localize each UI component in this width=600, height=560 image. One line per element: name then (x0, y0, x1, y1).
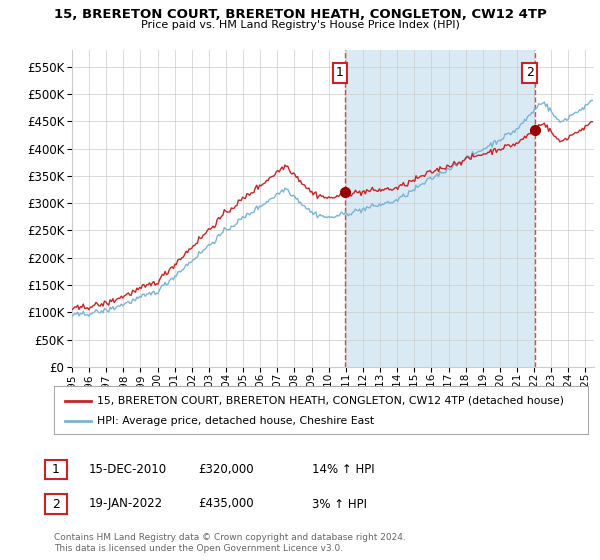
Text: Price paid vs. HM Land Registry's House Price Index (HPI): Price paid vs. HM Land Registry's House … (140, 20, 460, 30)
Text: 15-DEC-2010: 15-DEC-2010 (89, 463, 167, 476)
Text: £320,000: £320,000 (198, 463, 254, 476)
Text: 15, BRERETON COURT, BRERETON HEATH, CONGLETON, CW12 4TP (detached house): 15, BRERETON COURT, BRERETON HEATH, CONG… (97, 396, 564, 405)
Text: Contains HM Land Registry data © Crown copyright and database right 2024.
This d: Contains HM Land Registry data © Crown c… (54, 533, 406, 553)
Text: 1: 1 (52, 463, 60, 476)
Bar (345, 50, 535, 367)
Text: 15, BRERETON COURT, BRERETON HEATH, CONGLETON, CW12 4TP: 15, BRERETON COURT, BRERETON HEATH, CONG… (53, 8, 547, 21)
Text: 1: 1 (336, 66, 344, 79)
Text: 14% ↑ HPI: 14% ↑ HPI (312, 463, 374, 476)
Text: 3% ↑ HPI: 3% ↑ HPI (312, 497, 367, 511)
Text: 2: 2 (526, 66, 533, 79)
Text: 2: 2 (52, 497, 60, 511)
Text: £435,000: £435,000 (198, 497, 254, 511)
Text: HPI: Average price, detached house, Cheshire East: HPI: Average price, detached house, Ches… (97, 416, 374, 426)
Text: 19-JAN-2022: 19-JAN-2022 (89, 497, 163, 511)
